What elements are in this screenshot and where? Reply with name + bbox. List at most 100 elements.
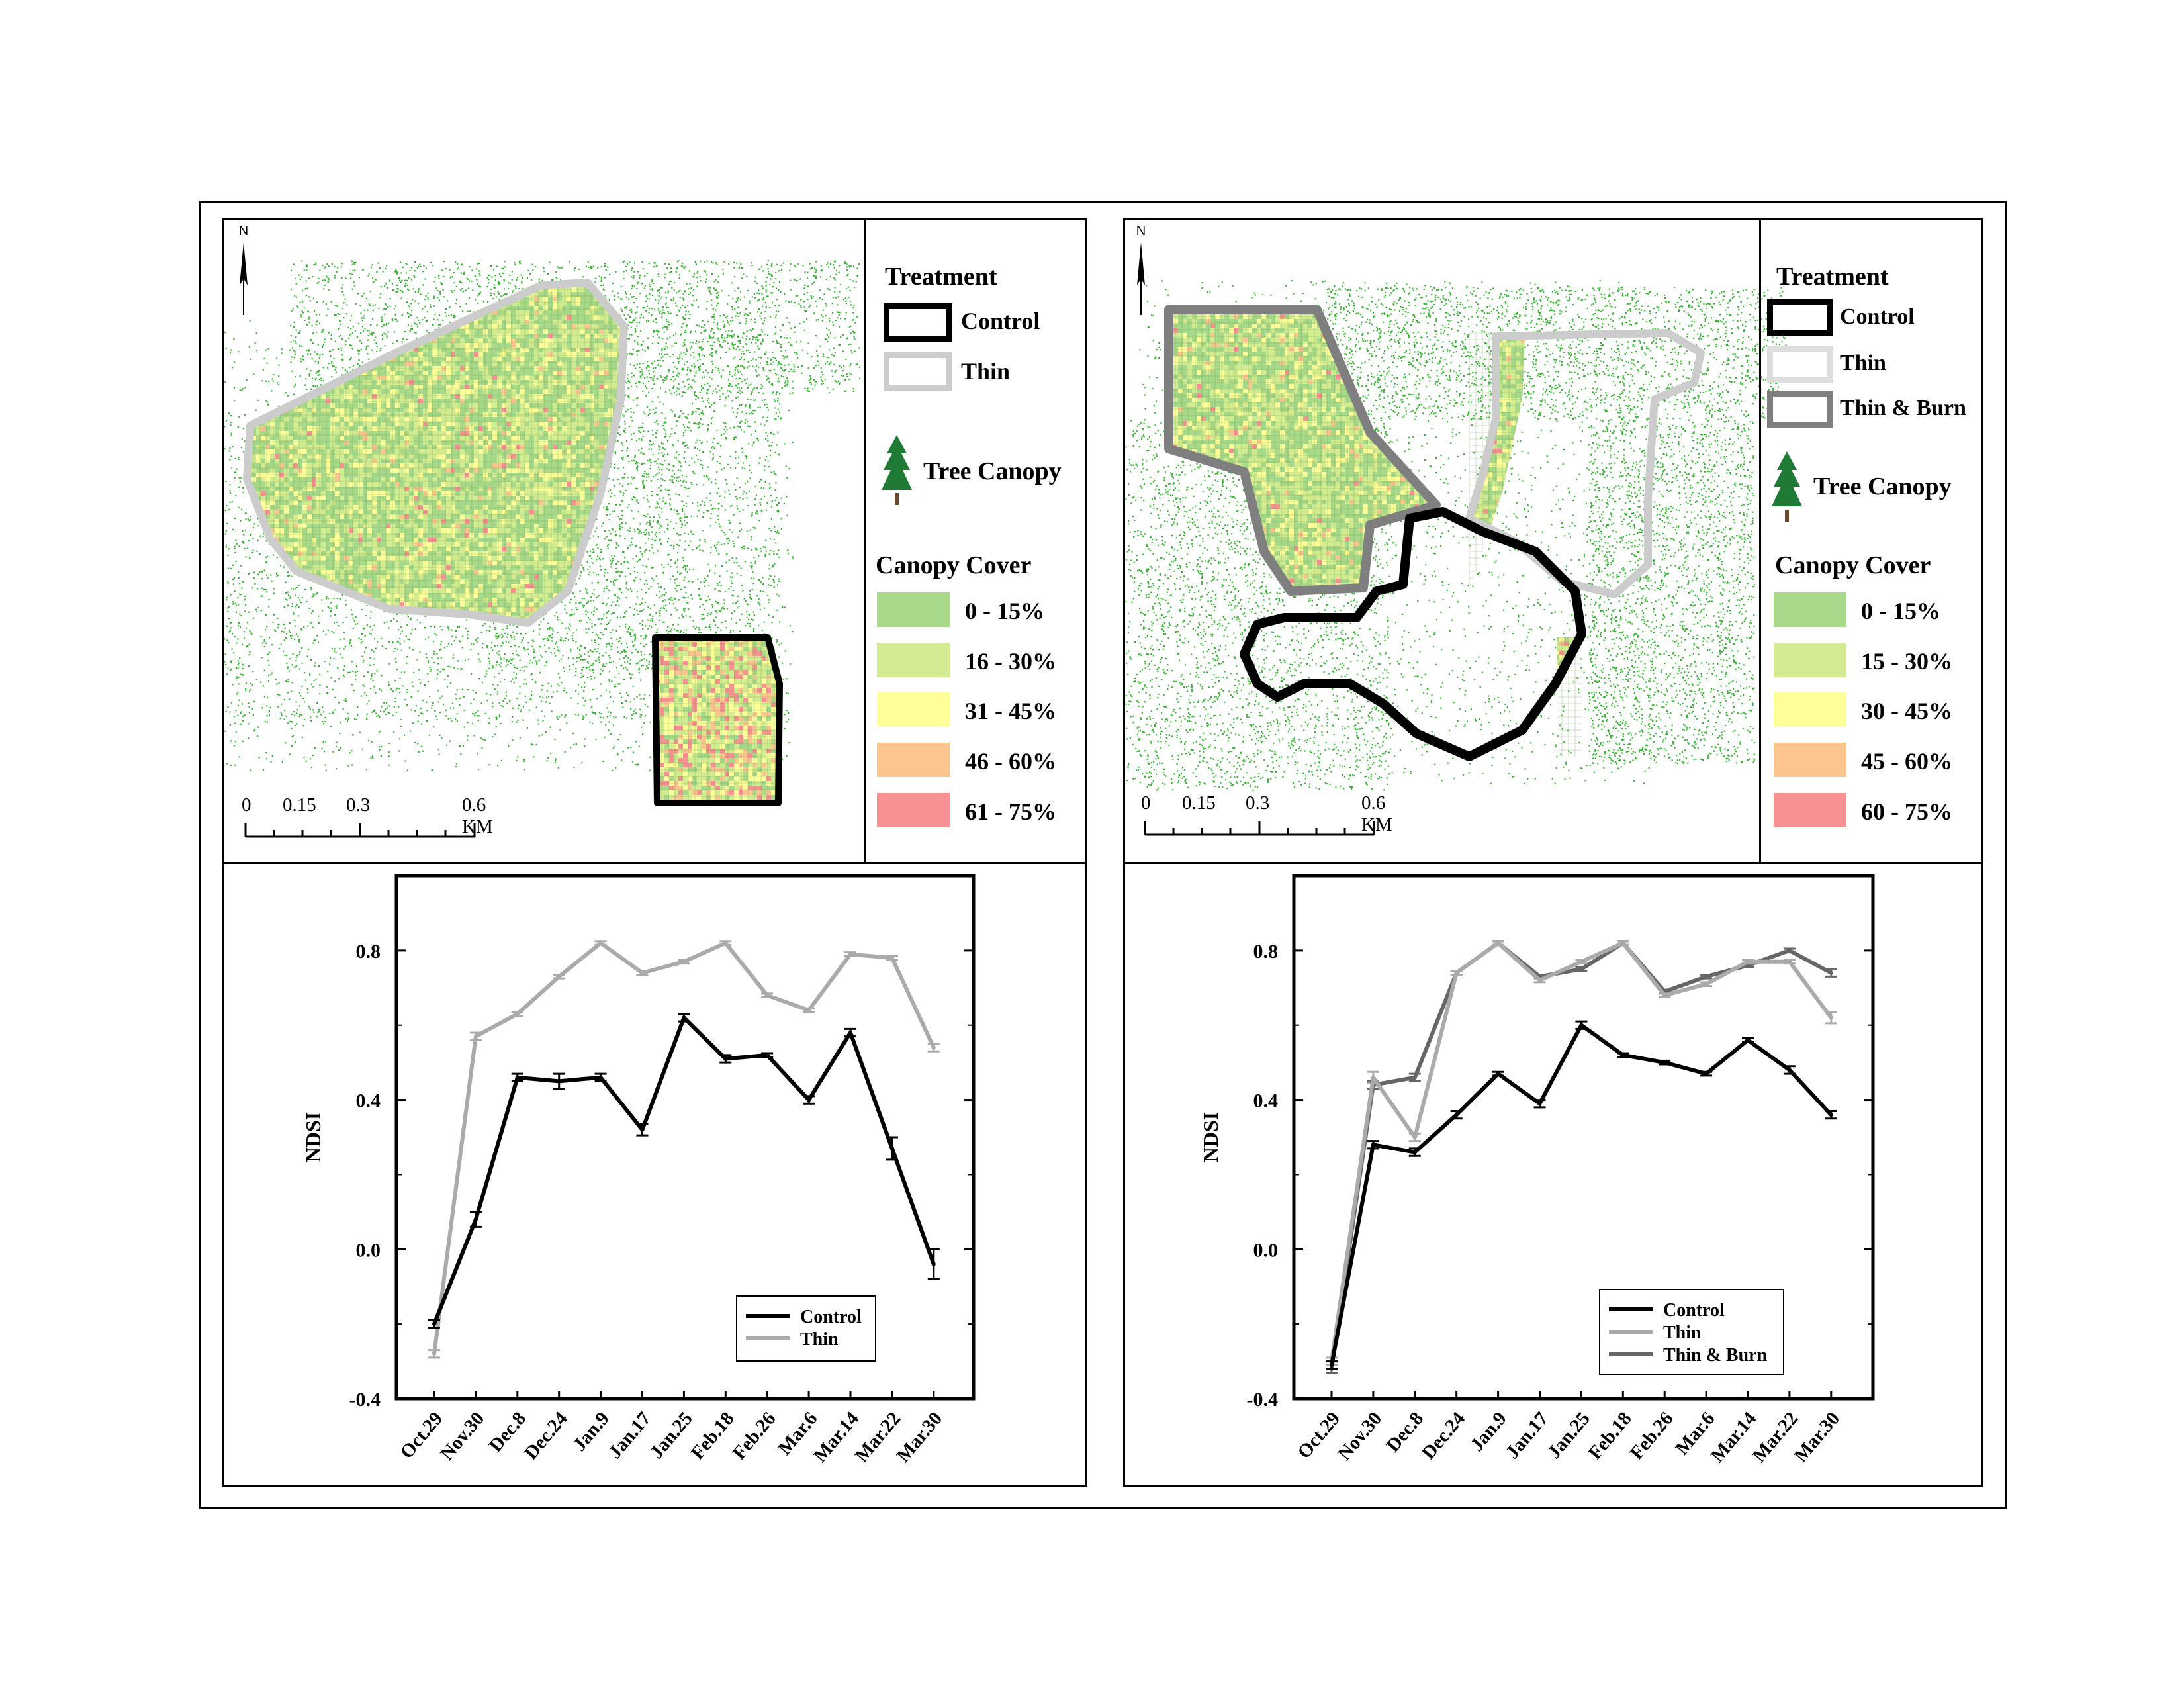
legend-label: Thin & Burn bbox=[1663, 1345, 1768, 1366]
treatment-label-thinburn: Thin & Burn bbox=[1840, 396, 1966, 421]
data-point bbox=[557, 974, 561, 979]
stand-outline-control bbox=[652, 634, 783, 806]
data-point bbox=[432, 1352, 436, 1356]
canopy-raster-control bbox=[655, 637, 780, 803]
data-point bbox=[682, 959, 686, 964]
north-label: N bbox=[1133, 224, 1149, 239]
y-axis: 0.8 0.4 0.0 -0.4 bbox=[1247, 875, 1873, 1411]
canopy-swatch-4 bbox=[1774, 743, 1846, 777]
data-point bbox=[557, 1079, 561, 1084]
canopy-swatch-5 bbox=[1774, 793, 1846, 827]
data-point bbox=[640, 1127, 645, 1132]
scale-label: 0 bbox=[242, 794, 251, 816]
treatment-title: Treatment bbox=[885, 262, 997, 291]
y-tick-label: 0.0 bbox=[356, 1239, 381, 1261]
data-point bbox=[1829, 1113, 1833, 1117]
map-left bbox=[224, 260, 861, 806]
canopy-swatch-2 bbox=[1774, 643, 1846, 677]
x-tick-label: Oct.29 bbox=[396, 1408, 447, 1463]
x-tick-label: Nov.30 bbox=[436, 1408, 488, 1464]
series-line bbox=[432, 1015, 936, 1325]
canopy-label-2: 16 - 30% bbox=[965, 647, 1056, 675]
plot-frame bbox=[1292, 874, 1875, 1401]
x-tick-label: Jan.17 bbox=[604, 1408, 655, 1463]
data-point bbox=[1371, 1075, 1375, 1080]
canopy-label-3: 30 - 45% bbox=[1861, 697, 1952, 725]
data-point bbox=[889, 956, 894, 961]
canopy-swatch-2 bbox=[877, 643, 950, 677]
treatment-label-thin: Thin bbox=[961, 357, 1010, 385]
data-point bbox=[1537, 1102, 1542, 1106]
x-tick-label: Mar.14 bbox=[809, 1408, 863, 1466]
scale-label: 0.3 bbox=[346, 794, 370, 816]
tree-canopy-label: Tree Canopy bbox=[1813, 472, 1952, 501]
canopy-swatch-4 bbox=[877, 743, 950, 777]
x-tick-label: Mar.30 bbox=[1790, 1408, 1844, 1466]
canopy-swatch-5 bbox=[877, 793, 950, 827]
data-point bbox=[723, 1056, 728, 1061]
data-point bbox=[1704, 982, 1709, 986]
y-tick-label: -0.4 bbox=[349, 1389, 381, 1411]
canopy-label-5: 61 - 75% bbox=[965, 798, 1056, 825]
data-point bbox=[1454, 970, 1459, 975]
treatment-label-control: Control bbox=[1840, 305, 1915, 330]
data-point bbox=[1621, 1053, 1625, 1057]
data-point bbox=[848, 1031, 852, 1035]
data-point bbox=[1704, 974, 1709, 979]
data-point bbox=[682, 1015, 686, 1020]
canopy-label-5: 60 - 75% bbox=[1861, 798, 1952, 825]
x-tick-label: Feb.26 bbox=[1626, 1408, 1678, 1464]
x-tick-label: Mar.14 bbox=[1707, 1408, 1760, 1466]
data-point bbox=[515, 1011, 520, 1016]
legend-divider-left bbox=[864, 220, 866, 862]
data-point bbox=[1454, 1113, 1459, 1117]
y-tick-label: 0.8 bbox=[356, 941, 381, 962]
data-point bbox=[1829, 970, 1833, 975]
data-point bbox=[807, 1098, 811, 1102]
data-point bbox=[1579, 959, 1584, 964]
y-tick-label: 0.4 bbox=[356, 1090, 381, 1112]
y-tick-label: 0.4 bbox=[1253, 1090, 1279, 1112]
north-arrow-left: N bbox=[236, 224, 251, 323]
data-point bbox=[1787, 1068, 1792, 1072]
canopy-label-2: 15 - 30% bbox=[1861, 647, 1952, 675]
data-point bbox=[1330, 1363, 1334, 1368]
scale-label: 0.15 bbox=[283, 794, 316, 816]
chart-right: 0.8 0.4 0.0 -0.4 NDSI Oct.29Nov.30Dec.8Dec.24… bbox=[1199, 874, 1875, 1466]
x-axis: Oct.29Nov.30Dec.8Dec.24Jan.9Jan.17Jan.25… bbox=[396, 1391, 946, 1466]
data-point bbox=[1537, 978, 1542, 982]
legend-label: Thin bbox=[800, 1329, 839, 1350]
legend-box bbox=[736, 1295, 876, 1362]
data-point bbox=[889, 1146, 894, 1150]
data-point bbox=[1412, 1135, 1417, 1139]
x-tick-label: Oct.29 bbox=[1294, 1408, 1345, 1463]
legend-divider-right bbox=[1759, 220, 1761, 862]
stand-outline-thin bbox=[243, 279, 628, 627]
x-tick-label: Dec.24 bbox=[520, 1408, 572, 1464]
canopy-raster-thin bbox=[247, 283, 624, 623]
data-point bbox=[1662, 993, 1667, 998]
data-point bbox=[1746, 1038, 1750, 1043]
data-point bbox=[848, 952, 852, 957]
north-label: N bbox=[236, 224, 251, 239]
map-panel-left bbox=[222, 218, 1087, 864]
treatment-title: Treatment bbox=[1776, 262, 1889, 291]
legend-label: Thin bbox=[1663, 1323, 1702, 1343]
scale-bar-left: 0 0.15 0.3 0.6 KM bbox=[242, 794, 506, 841]
treatment-swatch-thin bbox=[884, 352, 952, 391]
chart-panel-left: 0.8 0.4 0.0 -0.4 NDSI Oct.29 Nov.30 Dec.8 Dec.24… bbox=[222, 862, 1087, 1487]
canopy-label-1: 0 - 15% bbox=[965, 597, 1044, 625]
north-arrow-icon bbox=[240, 242, 248, 315]
canopy-label-4: 45 - 60% bbox=[1861, 747, 1952, 775]
data-point bbox=[723, 941, 728, 945]
scale-label: 0.6 KM bbox=[1361, 792, 1406, 836]
plot-frame bbox=[394, 874, 976, 1401]
data-point bbox=[432, 1322, 436, 1327]
data-point bbox=[473, 1034, 478, 1039]
data-point bbox=[931, 1262, 936, 1266]
stand-outline-control bbox=[1240, 507, 1586, 761]
data-point bbox=[1787, 948, 1792, 953]
canopy-swatch-1 bbox=[877, 592, 950, 627]
scale-label: 0.6 KM bbox=[462, 794, 506, 838]
